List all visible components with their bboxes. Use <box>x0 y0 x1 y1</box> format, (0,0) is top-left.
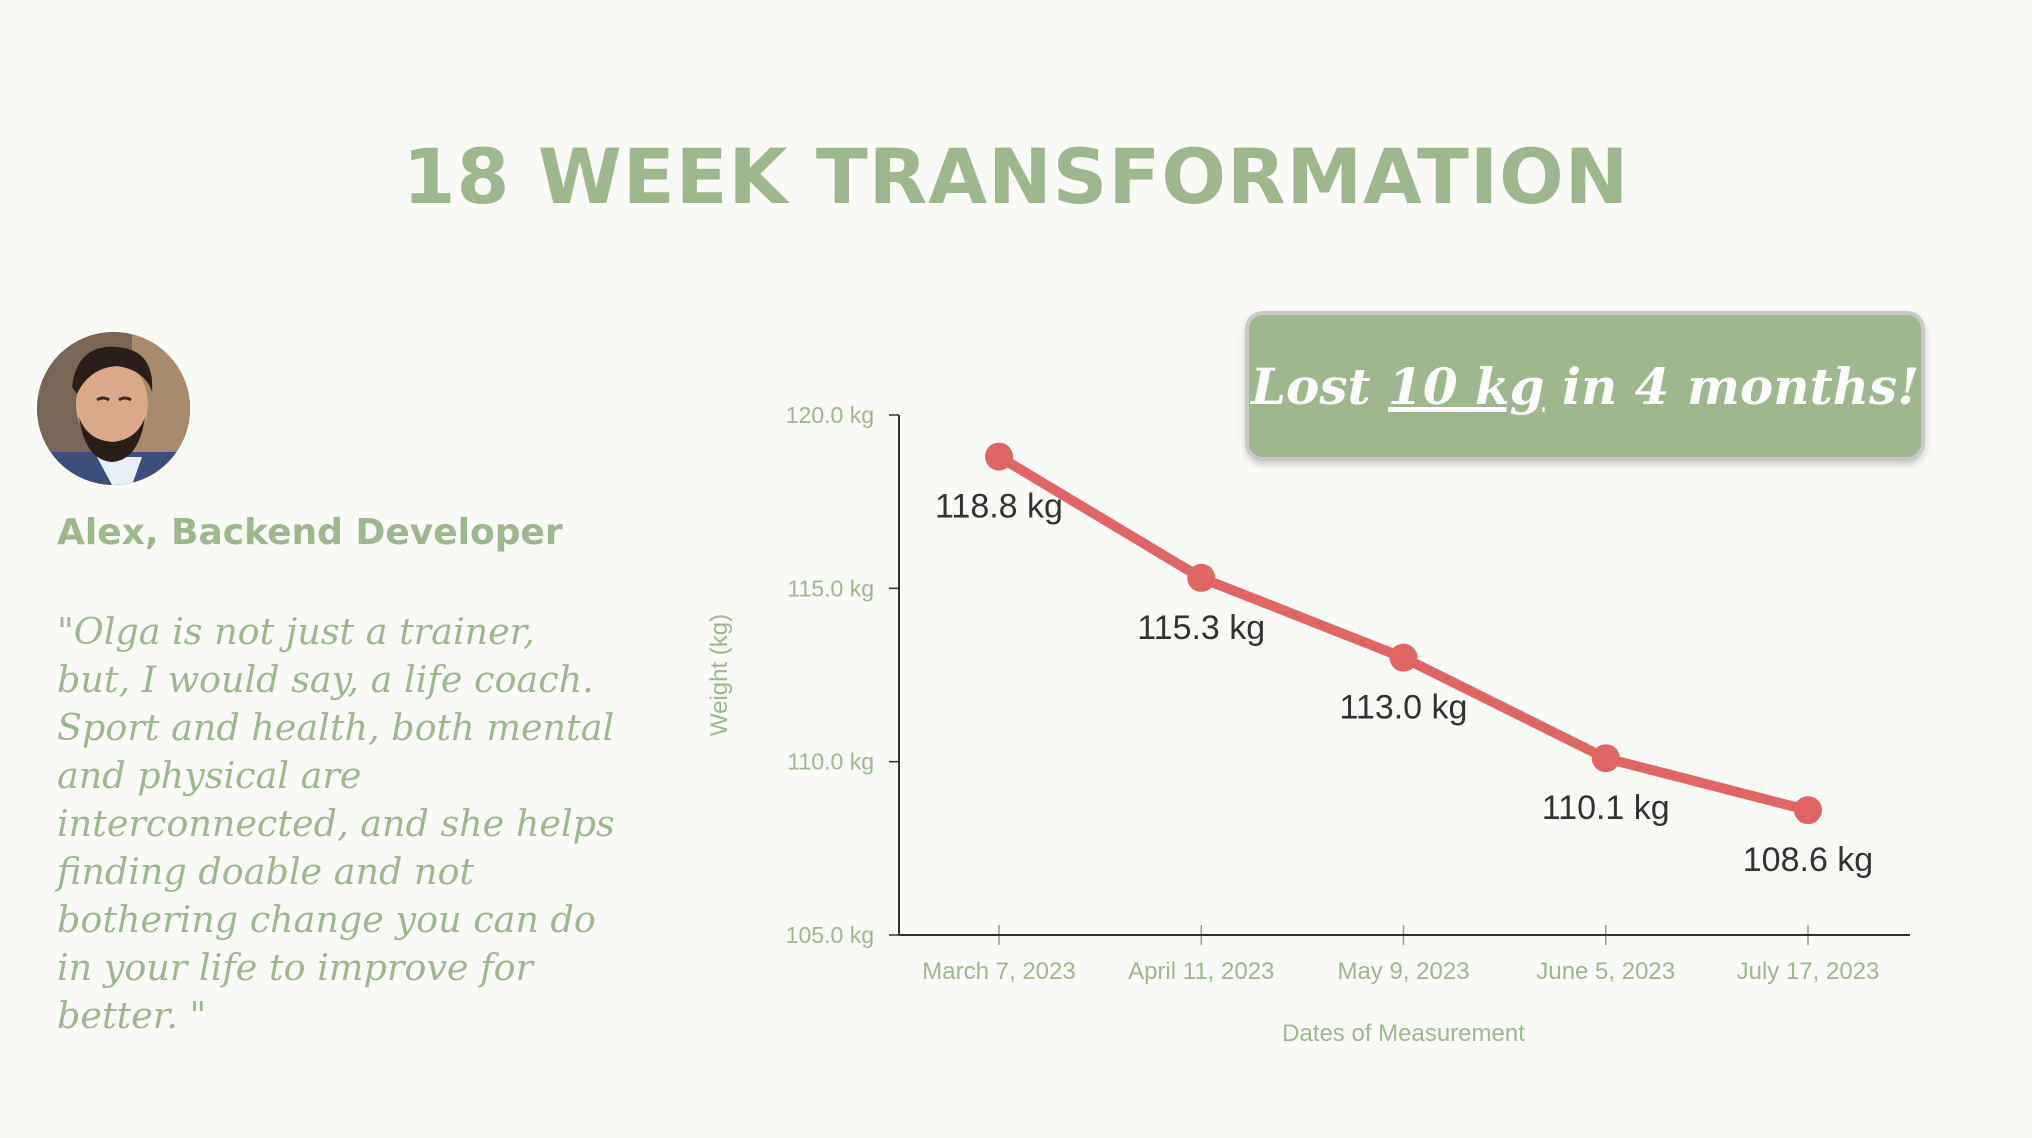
x-tick-label: July 17, 2023 <box>1737 958 1880 985</box>
data-label: 108.6 kg <box>1743 841 1873 879</box>
x-axis-title: Dates of Measurement <box>1282 1020 1525 1047</box>
page-title: 18 WEEK TRANSFORMATION <box>402 132 1630 221</box>
callout-suffix: in 4 months! <box>1544 356 1920 416</box>
callout-prefix: Lost <box>1250 356 1389 416</box>
weight-series: 118.8 kg 115.3 kg 113.0 kg 110.1 kg 108.6 kg <box>935 442 1873 879</box>
y-axis-ticks: 120.0 kg 115.0 kg 110.0 kg 105.0 kg <box>786 402 899 948</box>
series-line <box>994 451 1813 816</box>
x-axis-ticks: March 7, 2023 April 11, 2023 May 9, 2023 Ju… <box>922 925 1879 985</box>
data-point <box>1389 643 1418 672</box>
data-label: 113.0 kg <box>1340 689 1468 727</box>
y-tick-label: 105.0 kg <box>786 922 874 948</box>
x-tick-label: April 11, 2023 <box>1128 958 1274 985</box>
data-label: 115.3 kg <box>1137 609 1265 647</box>
data-label: 118.8 kg <box>935 488 1063 526</box>
y-tick-label: 120.0 kg <box>786 402 874 428</box>
author-name: Alex, Backend Developer <box>57 512 563 553</box>
data-label: 110.1 kg <box>1542 789 1670 827</box>
y-tick-label: 115.0 kg <box>787 575 874 601</box>
y-axis-title: Weight (kg) <box>706 614 733 736</box>
data-point <box>985 442 1013 471</box>
callout-box: Lost 10 kg in 4 months! <box>1245 311 1925 461</box>
x-tick-label: March 7, 2023 <box>922 958 1075 985</box>
x-tick-label: May 9, 2023 <box>1337 958 1469 985</box>
testimonial-quote: "Olga is not just a trainer, but, I woul… <box>57 610 615 1037</box>
callout-highlight: 10 kg <box>1388 356 1545 416</box>
data-point <box>1794 796 1822 825</box>
data-point <box>1591 744 1620 773</box>
y-tick-label: 110.0 kg <box>787 749 874 775</box>
x-tick-label: June 5, 2023 <box>1536 958 1675 985</box>
data-point <box>1187 563 1216 592</box>
